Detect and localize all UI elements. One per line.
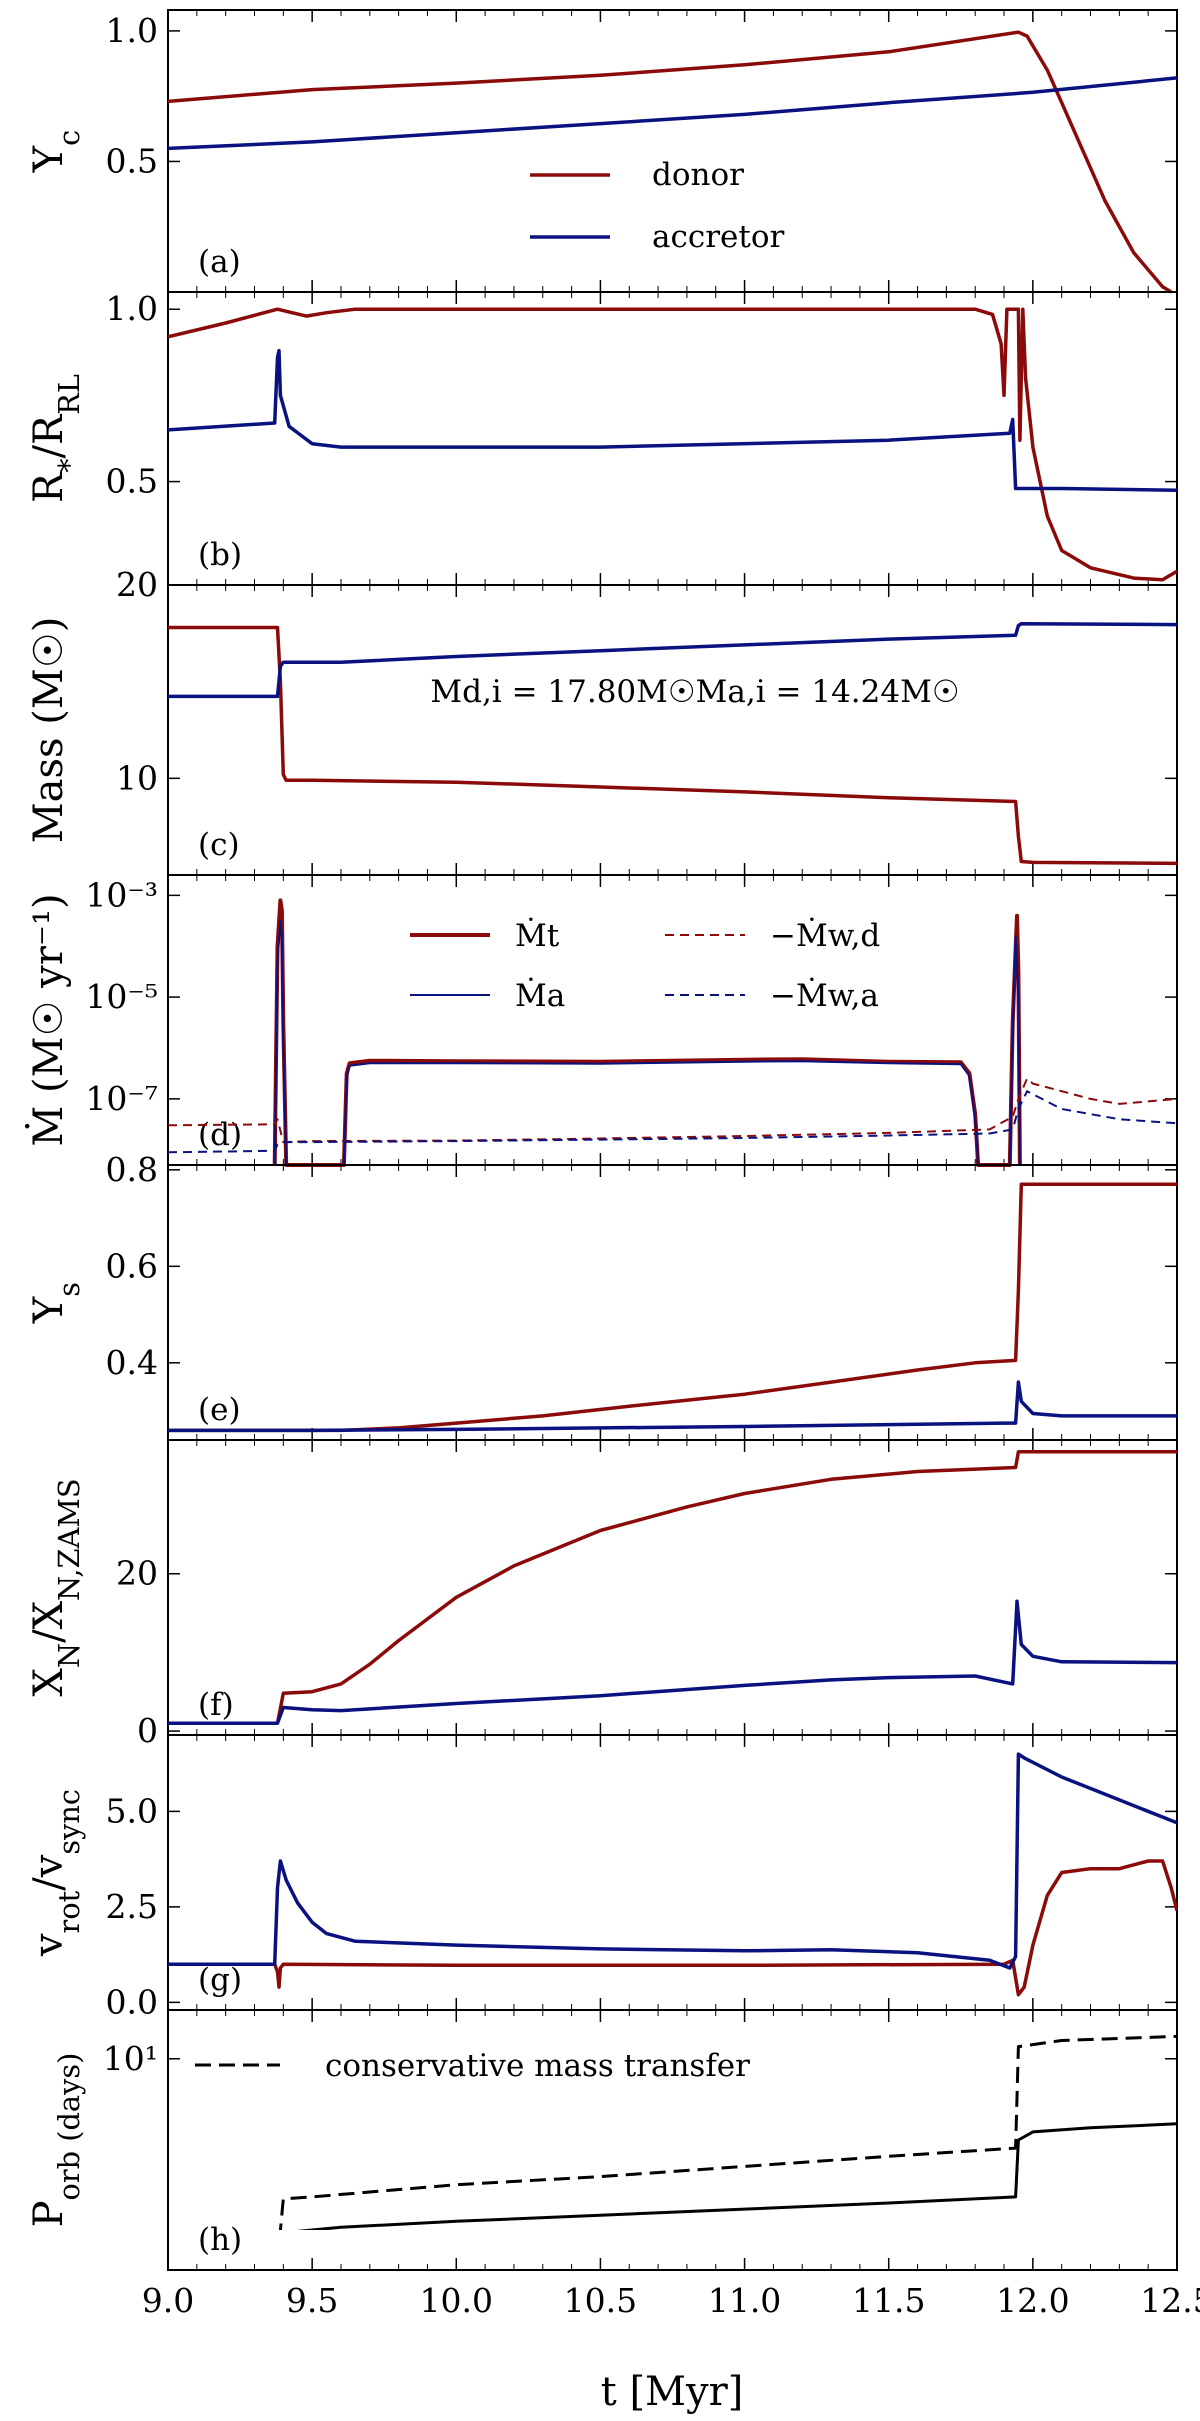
panel-b: 0.5 1.0 R*/RRL (b) xyxy=(26,289,1178,586)
panel-frame xyxy=(167,874,1178,1166)
series-line-donor xyxy=(168,1859,1177,1997)
x-tick-label: 12.0 xyxy=(996,2281,1069,2320)
series-line-donor xyxy=(168,307,1177,582)
series-line-donor xyxy=(168,30,1173,294)
series-line-mdot_wa xyxy=(168,1090,1177,1154)
y-tick-label: 1.0 xyxy=(106,289,158,328)
mass-annotation: Md,i = 17.80M☉Ma,i = 14.24M☉ xyxy=(430,674,959,710)
panel-label: (h) xyxy=(198,2222,242,2258)
panel-label: (a) xyxy=(198,244,241,280)
panel-h: 10¹ Porb (days) (h) conservative mass trans… xyxy=(26,2009,1178,2271)
y-tick-label: 0.5 xyxy=(106,141,158,180)
panel-frame xyxy=(167,291,1178,586)
y-axis-label: Yc xyxy=(26,130,86,174)
x-axis-label: t [Myr] xyxy=(601,2369,744,2415)
legend-h: conservative mass transfer xyxy=(195,2048,750,2084)
y-tick-label: 20 xyxy=(116,1554,158,1593)
series-line-donor xyxy=(168,625,1177,866)
y-tick-label: 10⁻³ xyxy=(85,875,158,914)
legend-entry: Ṁa xyxy=(515,976,565,1014)
legend-entry: −Ṁw,d xyxy=(770,916,880,954)
panel-a: 0.5 1.0 Yc (a) donor accretor xyxy=(26,9,1178,294)
y-tick-label: 0 xyxy=(137,1711,158,1750)
legend-entry: donor xyxy=(652,157,744,193)
x-tick-label: 12.5 xyxy=(1140,2281,1200,2320)
panel-g: 0.0 2.5 5.0 vrot/vsync (g) xyxy=(26,1734,1178,2021)
legend-entry: conservative mass transfer xyxy=(325,2048,750,2084)
y-tick-label: 2.5 xyxy=(106,1887,158,1926)
panel-c: 10 20 Mass (M☉) (c) Md,i = 17.80M☉Ma,i = 14.… xyxy=(26,565,1178,876)
series-line-mdot_a xyxy=(273,919,1021,1166)
series-group xyxy=(168,1450,1177,1725)
panel-label: (e) xyxy=(198,1392,241,1428)
y-tick-label: 10¹ xyxy=(103,2039,158,2078)
series-line-accretor xyxy=(168,1380,1177,1433)
series-line-accretor xyxy=(168,76,1177,151)
y-tick-label: 0.0 xyxy=(106,1982,158,2021)
x-axis: 9.0 9.5 10.0 10.5 11.0 11.5 12.0 12.5 xyxy=(142,2281,1200,2320)
panel-label: (g) xyxy=(198,1962,242,1998)
x-tick-label: 11.0 xyxy=(708,2281,781,2320)
series-line-orbit xyxy=(297,2122,1177,2230)
panel-frame xyxy=(167,2009,1178,2271)
y-axis-label: vrot/vsync xyxy=(26,1789,86,1957)
y-tick-label: 0.6 xyxy=(106,1246,158,1285)
y-tick-label: 10 xyxy=(116,758,158,797)
y-tick-label: 10⁻⁵ xyxy=(85,977,158,1016)
y-axis-label: Ys xyxy=(26,1282,86,1324)
y-tick-label: 0.5 xyxy=(106,462,158,501)
series-line-accretor xyxy=(168,348,1177,492)
legend-entry: Ṁt xyxy=(515,916,560,954)
legend-entry: accretor xyxy=(652,219,784,255)
panel-label: (b) xyxy=(198,537,242,573)
panel-f: 0 20 XN/XN,ZAMS (f) xyxy=(26,1439,1178,1750)
y-tick-label: 0.4 xyxy=(106,1343,158,1382)
y-tick-label: 10⁻⁷ xyxy=(85,1079,158,1118)
panel-label: (f) xyxy=(198,1687,234,1723)
y-axis-label: Porb (days) xyxy=(26,2053,86,2228)
series-group xyxy=(168,307,1177,582)
panel-frame xyxy=(167,1734,1178,2011)
y-tick-label: 5.0 xyxy=(106,1791,158,1830)
x-tick-label: 10.5 xyxy=(564,2281,637,2320)
series-line-donor xyxy=(168,1450,1177,1725)
panel-frame xyxy=(167,584,1178,876)
series-group xyxy=(168,30,1177,294)
x-tick-label: 9.5 xyxy=(286,2281,338,2320)
panel-label: (d) xyxy=(198,1117,242,1153)
y-axis-label: Mass (M☉) xyxy=(26,617,72,844)
series-group xyxy=(168,1752,1177,1997)
panel-e: 0.4 0.6 0.8 Ys (e) xyxy=(26,1150,1178,1441)
series-line-accretor xyxy=(168,1752,1177,1970)
series-line-conservative xyxy=(278,2034,1177,2230)
series-line-accretor xyxy=(168,1599,1177,1725)
y-tick-label: 20 xyxy=(116,565,158,604)
x-tick-label: 9.0 xyxy=(142,2281,194,2320)
panel-d: 10⁻⁷ 10⁻⁵ 10⁻³ Ṁ (M☉ yr⁻¹) (d) Ṁt −Ṁw,d Ṁa −Ṁw,a xyxy=(25,874,1178,1167)
y-axis-label: R*/RRL xyxy=(26,374,86,503)
legend-entry: −Ṁw,a xyxy=(770,976,879,1014)
legend-d: Ṁt −Ṁw,d Ṁa −Ṁw,a xyxy=(410,916,880,1014)
series-group xyxy=(168,898,1177,1167)
y-tick-label: 0.8 xyxy=(106,1150,158,1189)
panel-frame xyxy=(167,1164,1178,1441)
panel-label: (c) xyxy=(198,827,240,863)
x-tick-label: 10.0 xyxy=(420,2281,493,2320)
legend-a: donor accretor xyxy=(530,157,784,255)
series-line-mdot_t xyxy=(272,898,1022,1167)
y-axis-label: Ṁ (M☉ yr⁻¹) xyxy=(25,893,72,1146)
y-axis-label: XN/XN,ZAMS xyxy=(26,1478,86,1696)
series-line-donor xyxy=(168,1182,1177,1433)
series-line-accretor xyxy=(168,621,1177,699)
y-tick-label: 1.0 xyxy=(106,11,158,50)
series-line-mdot_wd xyxy=(168,1077,1177,1144)
x-tick-label: 11.5 xyxy=(852,2281,925,2320)
series-group xyxy=(168,621,1177,866)
panels-layer: 0.51.0Yc(a)donoraccretor0.51.0R*/RRL(b)1… xyxy=(25,9,1178,2271)
series-group xyxy=(168,1182,1177,1433)
series-group xyxy=(278,2034,1177,2230)
